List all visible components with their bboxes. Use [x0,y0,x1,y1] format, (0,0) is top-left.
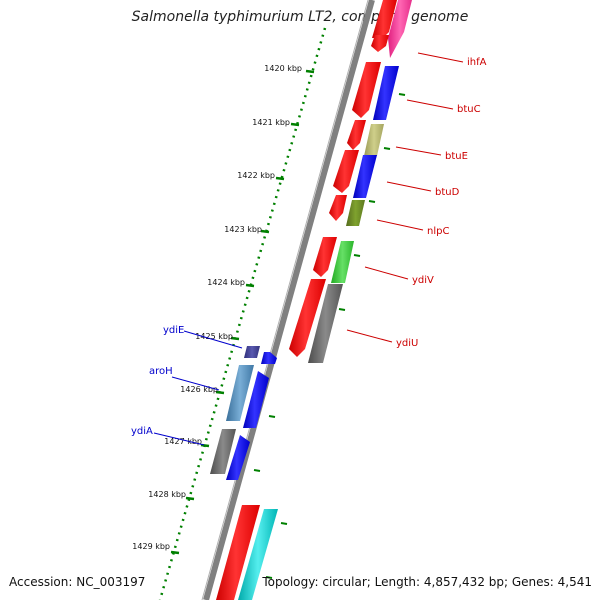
ruler-tick-label: 1426 kbp [180,385,218,394]
gene-feature-ihfA[interactable] [388,0,412,58]
gene-feature-btuE[interactable] [364,124,384,156]
label-leader [346,329,393,343]
gene-feature-ydiE[interactable] [244,346,260,358]
ruler-tick-label: 1429 kbp [132,542,170,551]
ruler-tick-label: 1428 kbp [148,490,186,499]
gene-label-nlpC: nlpC [427,226,449,237]
sequence-backbone [203,0,375,600]
forward-gene-labels: ihfA btuC btuE btuD nlpC ydiV ydiU [346,52,487,349]
accession-label: Accession: NC_003197 [9,575,146,589]
cds-feature[interactable] [216,505,260,600]
cds-feature[interactable] [371,35,389,52]
cds-feature[interactable] [329,195,347,221]
cds-feature[interactable] [352,62,381,118]
ruler-tick-label: 1425 kbp [195,332,233,341]
label-leader [395,146,442,156]
cyan-feature[interactable] [238,509,278,600]
gene-label-ihfA: ihfA [467,57,487,68]
reverse-features [210,346,277,480]
ruler-tick [290,122,300,127]
gene-label-btuD: btuD [435,187,460,198]
cds-feature[interactable] [333,150,359,193]
gene-feature-ydiV[interactable] [331,241,354,283]
label-leader [153,432,205,446]
gene-label-ydiE: ydiE [163,325,184,336]
reverse-gene-labels: ydiE aroH ydiA [131,325,243,446]
cds-feature[interactable] [313,237,337,277]
ruler-tick [275,176,285,181]
cds-feature[interactable] [226,435,250,480]
label-leader [406,99,454,110]
ruler-tick-label: 1423 kbp [224,225,262,234]
gene-label-ydiA: ydiA [131,426,153,437]
label-leader [417,52,464,63]
ruler-tick-label: 1424 kbp [207,278,245,287]
label-leader [171,376,220,391]
topology-label: Topology: circular; Length: 4,857,432 bp… [262,575,592,589]
cds-feature[interactable] [347,120,366,150]
label-leader [376,219,424,231]
ruler-tick [230,336,240,341]
ruler-tick [215,390,225,395]
ruler-tick [200,443,210,448]
gene-label-ydiV: ydiV [412,275,434,286]
gene-label-aroH: aroH [149,366,173,377]
ruler-tick-label: 1420 kbp [264,64,302,73]
label-leader [183,330,243,349]
ruler-tick [245,283,255,288]
cds-feature[interactable] [243,371,269,428]
forward-features [216,0,412,600]
gene-feature-ydiU[interactable] [308,284,343,363]
gene-feature-aroH[interactable] [226,365,254,421]
ruler-tick-label: 1421 kbp [252,118,290,127]
label-leader [364,266,409,280]
gene-feature-nlpC[interactable] [346,200,365,226]
cds-feature[interactable] [289,279,326,357]
ruler-tick-label: 1427 kbp [164,437,202,446]
gene-feature-ydiA[interactable] [210,429,236,474]
gene-feature-btuC[interactable] [373,66,399,120]
ruler-tick [260,229,270,234]
cds-feature[interactable] [372,0,397,38]
ruler-tick [170,550,180,555]
cds-feature[interactable] [261,352,277,364]
ruler-tick [305,69,315,74]
ruler-line [158,27,327,600]
backbone-highlight [201,0,369,600]
gene-label-btuE: btuE [445,151,468,162]
gene-label-ydiU: ydiU [396,338,418,349]
gene-feature-btuD[interactable] [353,155,377,198]
ruler-tick-label: 1422 kbp [237,171,275,180]
ruler-ticks: 1420 kbp 1421 kbp 1422 kbp 1423 kbp 1424… [132,64,315,555]
label-leader [386,181,432,192]
ruler-tick [185,496,195,501]
gene-label-btuC: btuC [457,104,481,115]
feature-ticks [253,93,406,579]
